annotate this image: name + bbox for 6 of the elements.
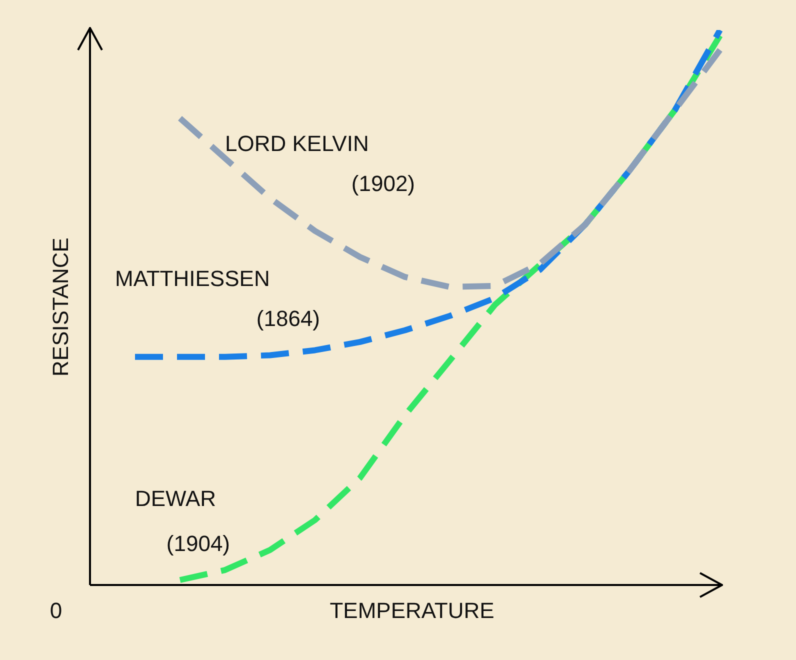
text: 0 <box>50 598 62 624</box>
series-label: LORD KELVIN (1902) <box>225 131 415 196</box>
x-axis-title: TEMPERATURE <box>330 598 494 624</box>
y-axis-title: RESISTANCE <box>48 238 74 376</box>
series-label: DEWAR (1904) <box>135 486 230 556</box>
series-label: MATTHIESSEN (1864) <box>115 266 320 332</box>
